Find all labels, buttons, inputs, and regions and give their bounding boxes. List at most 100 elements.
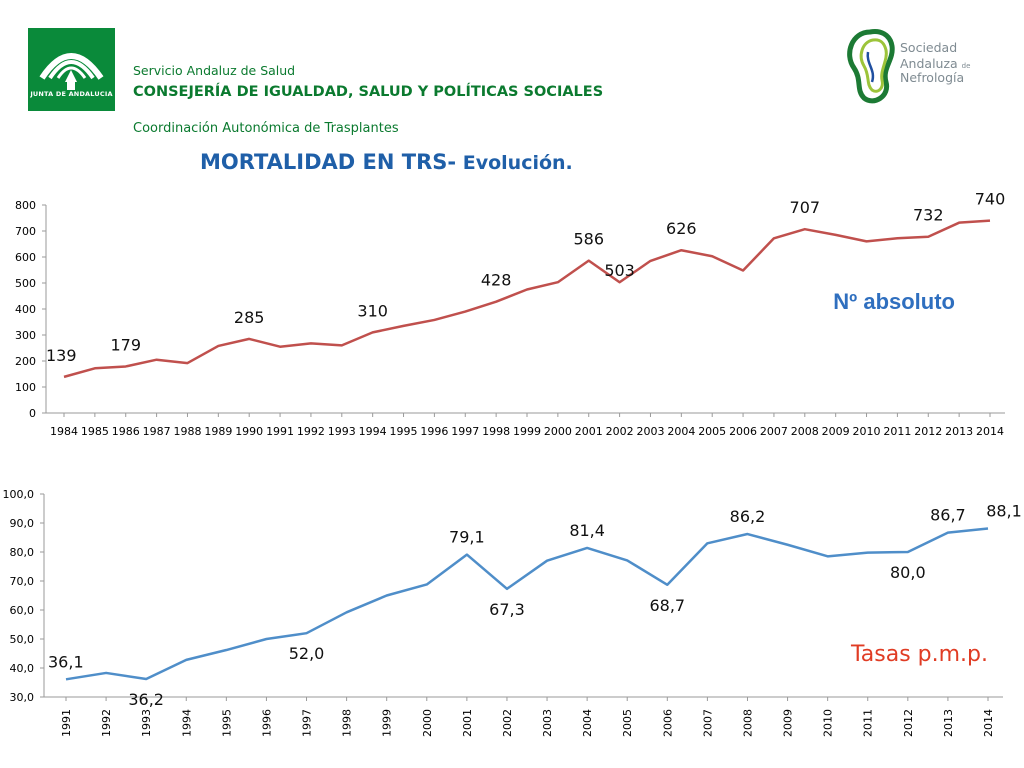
top-x-tick-label: 2012 — [914, 425, 942, 438]
society-name-line1: Sociedad — [900, 40, 958, 55]
top-x-tick-label: 2001 — [575, 425, 603, 438]
bottom-data-label: 88,1 — [986, 502, 1022, 521]
top-y-tick-label: 600 — [15, 251, 36, 264]
top-x-tick-label: 2005 — [698, 425, 726, 438]
top-y-tick-label: 300 — [15, 329, 36, 342]
service-name: Servicio Andaluz de Salud — [133, 63, 296, 78]
bottom-x-tick-label: 1999 — [381, 709, 394, 737]
bottom-y-tick-label: 70,0 — [10, 575, 35, 588]
top-x-tick-label: 1989 — [204, 425, 232, 438]
top-x-tick-label: 1994 — [359, 425, 387, 438]
bottom-x-tick-label: 2002 — [501, 709, 514, 737]
top-x-tick-label: 1988 — [173, 425, 201, 438]
bottom-data-label: 86,2 — [730, 507, 766, 526]
top-x-tick-label: 1984 — [50, 425, 78, 438]
bottom-x-tick-label: 1992 — [100, 709, 113, 737]
bottom-x-tick-label: 2004 — [581, 709, 594, 737]
top-x-tick-label: 2010 — [853, 425, 881, 438]
bottom-x-tick-label: 2006 — [661, 709, 674, 737]
top-x-tick-label: 2006 — [729, 425, 757, 438]
bottom-x-tick-label: 2003 — [541, 709, 554, 737]
bottom-x-tick-label: 2014 — [982, 709, 995, 737]
bottom-data-label: 79,1 — [449, 528, 485, 547]
top-x-tick-label: 2003 — [636, 425, 664, 438]
coordination-name: Coordinación Autonómica de Trasplantes — [133, 121, 399, 136]
bottom-x-tick-label: 1996 — [260, 709, 273, 737]
society-name-andaluza: Andaluza — [900, 56, 958, 71]
junta-andalucia-logo: JUNTA DE ANDALUCIA — [28, 28, 115, 111]
bottom-data-label: 52,0 — [289, 644, 325, 663]
top-x-tick-label: 1986 — [112, 425, 140, 438]
bottom-x-tick-label: 2000 — [421, 709, 434, 737]
top-data-label: 740 — [975, 190, 1006, 209]
society-name-line2: Andaluza de — [900, 56, 970, 71]
top-x-tick-label: 2014 — [976, 425, 1004, 438]
page-title: MORTALIDAD EN TRS- Evolución. — [200, 150, 573, 174]
bottom-x-tick-label: 1993 — [140, 709, 153, 737]
bottom-x-tick-label: 1995 — [220, 709, 233, 737]
bottom-y-tick-label: 50,0 — [10, 633, 35, 646]
bottom-chart-annotation: Tasas p.m.p. — [850, 642, 988, 667]
top-data-label: 586 — [573, 230, 604, 249]
bottom-x-tick-label: 1994 — [180, 709, 193, 737]
top-x-tick-label: 2013 — [945, 425, 973, 438]
top-y-tick-label: 0 — [29, 407, 36, 420]
top-x-tick-label: 1996 — [420, 425, 448, 438]
top-data-label: 179 — [110, 335, 141, 354]
top-x-tick-label: 1995 — [390, 425, 418, 438]
top-series-line — [63, 219, 991, 379]
top-x-tick-label: 2000 — [544, 425, 572, 438]
bottom-x-tick-label: 1998 — [341, 709, 354, 737]
ministry-name: CONSEJERÍA DE IGUALDAD, SALUD Y POLÍTICA… — [133, 84, 604, 100]
top-data-label: 732 — [913, 206, 944, 225]
bottom-y-tick-label: 80,0 — [10, 546, 35, 559]
bottom-x-tick-label: 2005 — [621, 709, 634, 737]
title-sub: Evolución. — [456, 152, 573, 174]
top-x-tick-label: 2007 — [760, 425, 788, 438]
bottom-y-tick-label: 30,0 — [10, 691, 35, 704]
bottom-x-tick-label: 2012 — [902, 709, 915, 737]
bottom-x-tick-label: 2007 — [701, 709, 714, 737]
junta-logo-text: JUNTA DE ANDALUCIA — [30, 90, 113, 98]
top-x-tick-label: 2002 — [606, 425, 634, 438]
bottom-x-tick-label: 2010 — [822, 709, 835, 737]
society-logo-icon — [847, 29, 895, 104]
bottom-x-tick-label: 2011 — [862, 709, 875, 737]
top-y-tick-label: 800 — [15, 199, 36, 212]
bottom-x-tick-label: 2001 — [461, 709, 474, 737]
title-main: MORTALIDAD EN TRS- — [200, 150, 457, 174]
top-x-tick-label: 2009 — [822, 425, 850, 438]
top-x-tick-label: 1999 — [513, 425, 541, 438]
bottom-y-tick-label: 40,0 — [10, 662, 35, 675]
bottom-x-tick-label: 1997 — [301, 709, 314, 737]
top-y-tick-label: 400 — [15, 303, 36, 316]
top-y-tick-label: 500 — [15, 277, 36, 290]
bottom-data-label: 81,4 — [569, 521, 605, 540]
bottom-series-line — [65, 527, 989, 681]
bottom-data-label: 68,7 — [649, 596, 685, 615]
top-x-tick-label: 2004 — [667, 425, 695, 438]
top-x-tick-label: 1997 — [451, 425, 479, 438]
top-x-tick-label: 1987 — [143, 425, 171, 438]
top-data-label: 503 — [604, 261, 635, 280]
top-data-label: 139 — [46, 346, 77, 365]
top-data-label: 626 — [666, 219, 697, 238]
top-x-tick-label: 2011 — [883, 425, 911, 438]
bottom-data-label: 67,3 — [489, 600, 525, 619]
top-x-tick-label: 2008 — [791, 425, 819, 438]
top-x-tick-label: 1990 — [235, 425, 263, 438]
bottom-data-label: 36,2 — [128, 690, 164, 709]
junta-emblem-icon — [39, 53, 104, 90]
top-x-tick-label: 1992 — [297, 425, 325, 438]
top-data-label: 310 — [357, 301, 388, 320]
top-data-label: 428 — [481, 271, 512, 290]
top-x-tick-label: 1998 — [482, 425, 510, 438]
top-x-tick-label: 1993 — [328, 425, 356, 438]
top-y-tick-label: 200 — [15, 355, 36, 368]
bottom-y-tick-label: 100,0 — [3, 488, 35, 501]
bottom-x-tick-label: 2009 — [782, 709, 795, 737]
bottom-data-label: 86,7 — [930, 506, 966, 525]
top-y-tick-label: 100 — [15, 381, 36, 394]
bottom-x-tick-label: 2013 — [942, 709, 955, 737]
